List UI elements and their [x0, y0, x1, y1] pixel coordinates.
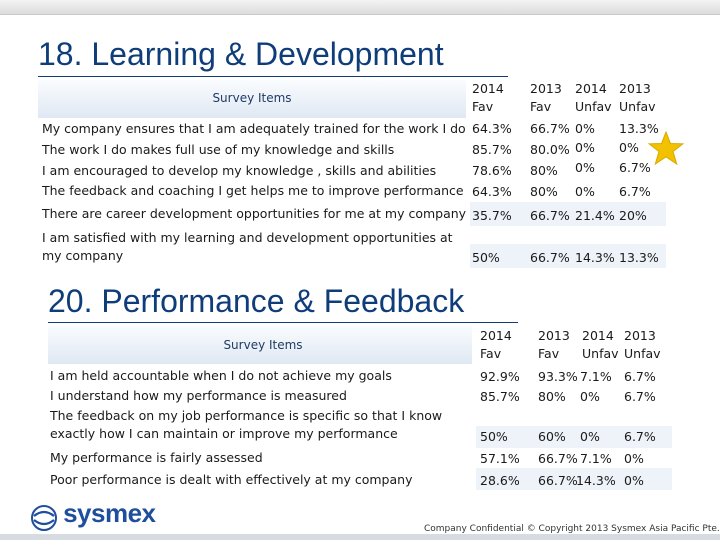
section2-title-rule: [48, 322, 518, 323]
section2-row-item: My performance is fairly assessed: [50, 450, 263, 465]
section1-row-2013-fav: 66.7%: [530, 121, 570, 136]
section2-row-2013-unfav: 6.7%: [624, 429, 656, 444]
footer-copyright: Company Confidential © Copyright 2013 Sy…: [424, 524, 720, 534]
section1-row-2014-fav: 50%: [472, 250, 500, 265]
section2-row-item: I am held accountable when I do not achi…: [50, 368, 392, 383]
section1-row-2013-unfav: 13.3%: [619, 121, 659, 136]
section1-row-2014-fav: 64.3%: [472, 184, 512, 199]
section1-row-2014-fav: 64.3%: [472, 121, 512, 136]
section2-row-2013-unfav: 6.7%: [624, 369, 656, 384]
section2-row-2014-unfav: 0%: [580, 429, 600, 444]
section2-row-2013-fav: 66.7%: [538, 451, 578, 466]
section2-row-2014-fav: 85.7%: [480, 389, 520, 404]
section2-row-2013-unfav: 6.7%: [624, 389, 656, 404]
sysmex-logo: sysmex: [30, 498, 156, 532]
section2-row-2013-unfav: 0%: [624, 451, 644, 466]
section1-row-2014-unfav: 21.4%: [575, 208, 615, 223]
section1-row-item: I am satisfied with my learning and deve…: [42, 230, 453, 263]
section1-header-2014-fav: 2014 Fav: [472, 81, 504, 114]
section1-row-2014-unfav: 0%: [575, 140, 595, 155]
section1-row-shade: [470, 244, 666, 268]
section2-header-2014-fav: 2014 Fav: [480, 328, 512, 361]
sysmex-logo-text: sysmex: [63, 498, 156, 528]
section1-row-item: There are career development opportuniti…: [42, 206, 467, 221]
section2-row-2014-unfav: 14.3%: [576, 473, 616, 488]
section2-row-2013-unfav: 0%: [624, 473, 644, 488]
section2-title: 20. Performance & Feedback: [48, 283, 465, 319]
top-bar-divider: [0, 14, 720, 15]
section2-row-shade: [476, 468, 672, 490]
section2-row-item: Poor performance is dealt with effective…: [50, 472, 413, 487]
section1-row-item: The work I do makes full use of my knowl…: [42, 142, 395, 157]
section2-header-items: Survey Items: [223, 338, 303, 352]
section1-row-2013-fav: 66.7%: [530, 208, 570, 223]
section1-row-2013-fav: 80.0%: [530, 142, 570, 157]
section2-header-bg: [48, 326, 472, 364]
section2-row-item: The feedback on my job performance is sp…: [50, 408, 443, 441]
section2-row-item: I understand how my performance is measu…: [50, 388, 347, 403]
section1-row-shade: [470, 202, 666, 226]
section2-row-2014-unfav: 7.1%: [580, 451, 612, 466]
section1-row-2014-fav: 78.6%: [472, 163, 512, 178]
bottom-strip: [0, 534, 720, 540]
section1-row-item: I am encouraged to develop my knowledge …: [42, 163, 437, 178]
section2-row-2014-unfav: 0%: [580, 389, 600, 404]
top-bar: [0, 0, 720, 14]
section1-row-2014-fav: 85.7%: [472, 142, 512, 157]
section1-row-2013-fav: 80%: [530, 184, 558, 199]
section2-row-2013-fav: 80%: [538, 389, 566, 404]
section1-row-2013-unfav: 13.3%: [619, 250, 659, 265]
section1-row-item: The feedback and coaching I get helps me…: [42, 183, 464, 198]
section1-header-2013-fav: 2013 Fav: [530, 81, 562, 114]
section2-row-2014-unfav: 7.1%: [580, 369, 612, 384]
section2-row-2013-fav: 93.3%: [538, 369, 578, 384]
section1-row-2013-fav: 80%: [530, 163, 558, 178]
section1-title: 18. Learning & Development: [38, 36, 444, 72]
sysmex-logo-icon: [31, 504, 57, 531]
section1-header-2014-unfav: 2014 Unfav: [575, 81, 612, 114]
section1-row-2013-fav: 66.7%: [530, 250, 570, 265]
section1-row-2014-unfav: 0%: [575, 160, 595, 175]
section1-row-2014-unfav: 14.3%: [575, 250, 615, 265]
section2-row-2014-fav: 57.1%: [480, 451, 520, 466]
section1-header-items: Survey Items: [212, 91, 292, 105]
section1-title-rule: [38, 76, 508, 77]
section2-row-2013-fav: 66.7%: [538, 473, 578, 488]
star-icon: [648, 131, 684, 165]
section2-header-2014-unfav: 2014 Unfav: [582, 328, 619, 361]
section1-row-2013-unfav: 6.7%: [619, 160, 651, 175]
section1-row-item: My company ensures that I am adequately …: [42, 121, 466, 136]
section1-row-2013-unfav: 6.7%: [619, 184, 651, 199]
section2-row-2014-fav: 28.6%: [480, 473, 520, 488]
section2-header-2013-unfav: 2013 Unfav: [624, 328, 661, 361]
section2-row-2014-fav: 92.9%: [480, 369, 520, 384]
section2-header-2013-fav: 2013 Fav: [538, 328, 570, 361]
section1-header-bg: [38, 80, 466, 118]
section1-row-2014-unfav: 0%: [575, 184, 595, 199]
section1-header-2013-unfav: 2013 Unfav: [619, 81, 656, 114]
section1-row-2014-unfav: 0%: [575, 121, 595, 136]
section2-row-2013-fav: 60%: [538, 429, 566, 444]
section1-row-2013-unfav: 0%: [619, 140, 639, 155]
section1-row-2013-unfav: 20%: [619, 208, 647, 223]
section1-row-2014-fav: 35.7%: [472, 208, 512, 223]
section2-row-shade: [476, 426, 672, 448]
section2-row-2014-fav: 50%: [480, 429, 508, 444]
